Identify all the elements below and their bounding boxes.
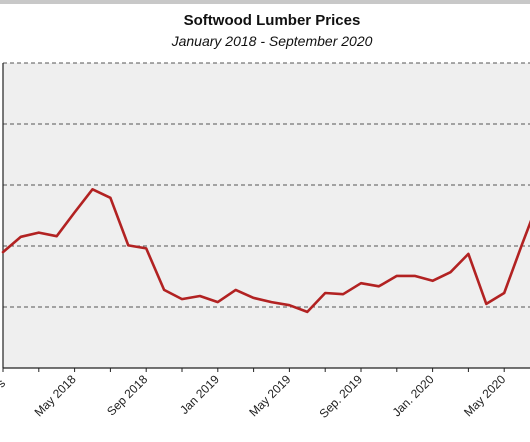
x-tick-labels: May 2018 Sep 2018 Jan 2019 May 2019 Sep. 201… [32, 372, 509, 421]
x-tick-label: Sep 2018 [104, 372, 150, 418]
x-tick-label: Jan 2019 [177, 372, 222, 417]
chart-subtitle: January 2018 - September 2020 [171, 33, 373, 49]
x-ticks [2, 368, 505, 372]
x-tick-label: Sep. 2019 [317, 372, 366, 421]
series-line [1, 188, 530, 314]
plot-area [3, 63, 530, 368]
x-tick-label: May 2020 [461, 372, 508, 419]
cut-tick-label: s [0, 376, 8, 390]
gridlines [3, 62, 530, 308]
x-tick-label: May 2019 [246, 372, 293, 419]
x-tick-label: May 2018 [32, 372, 79, 419]
chart-title: Softwood Lumber Prices [183, 12, 361, 29]
x-tick-label: Jan. 2020 [390, 372, 437, 419]
top-border [0, 0, 530, 4]
